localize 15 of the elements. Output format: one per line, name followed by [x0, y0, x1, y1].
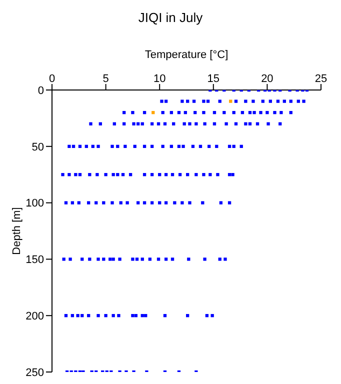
x-tick-label: 20 [261, 73, 274, 85]
y-tick-label: 150 [26, 254, 44, 266]
x-tick-label: 15 [207, 73, 220, 85]
y-tick-label: 100 [26, 198, 44, 210]
x-tick-label: 25 [314, 73, 328, 85]
y-tick-label: 250 [26, 366, 44, 379]
x-tick-label: 10 [153, 73, 166, 85]
x-axis-title: Temperature [°C] [144, 48, 228, 61]
x-tick-label: 5 [102, 73, 109, 85]
x-tick-label: 0 [48, 73, 56, 85]
y-tick-label: 50 [32, 141, 44, 154]
chart-title: JIQI in July [137, 9, 204, 27]
y-axis-title: Depth [m] [10, 207, 23, 255]
y-tick-label: 200 [26, 310, 44, 323]
y-tick-label: 0 [38, 84, 44, 97]
